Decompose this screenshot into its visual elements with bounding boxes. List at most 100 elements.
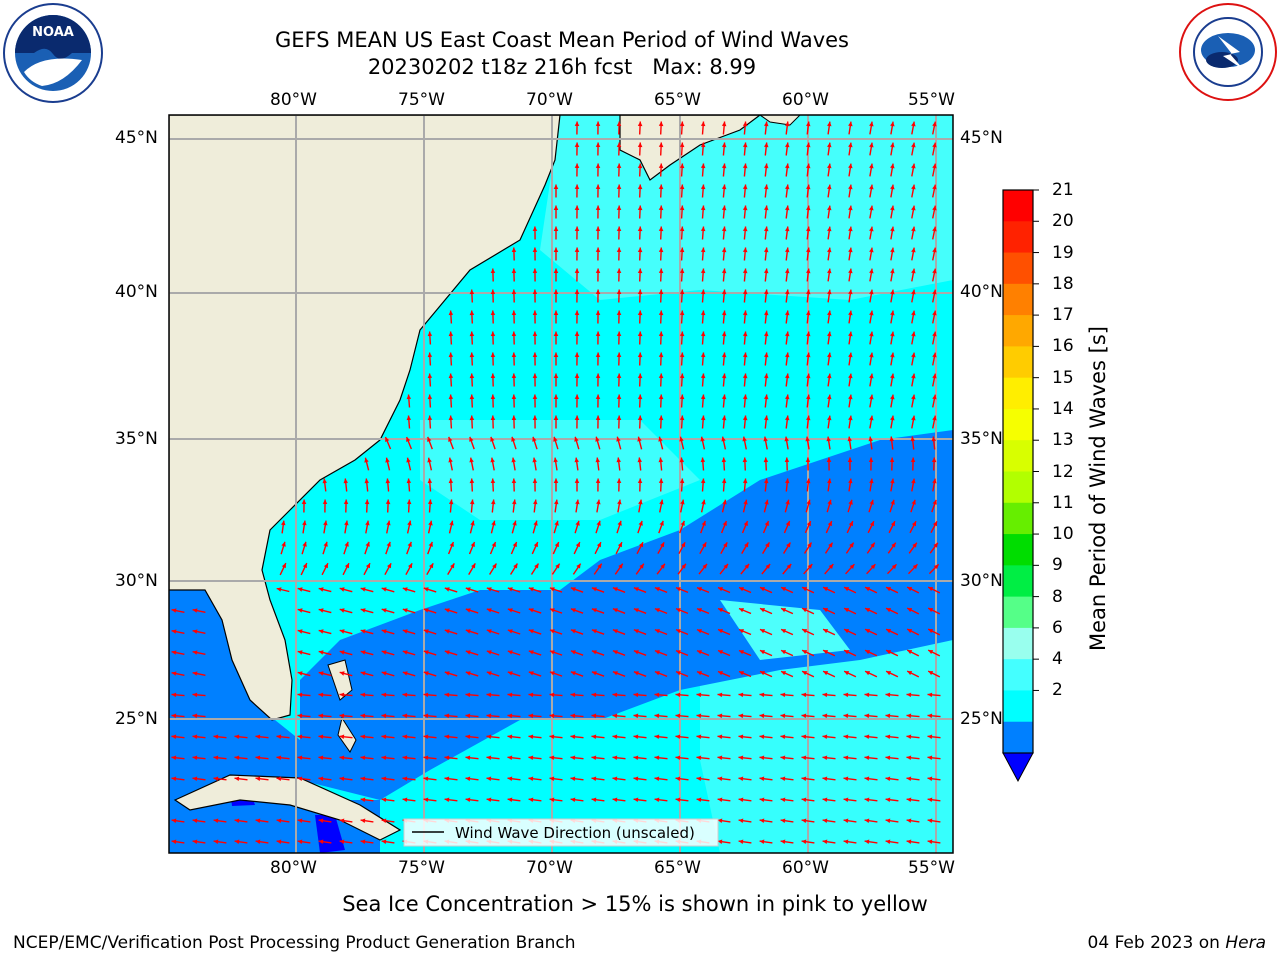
wave-arrow-head — [596, 520, 601, 526]
wave-arrow-head — [616, 436, 621, 442]
wave-arrow-head — [637, 247, 643, 253]
wave-arrow-head — [343, 499, 349, 504]
colorbar-segment — [1003, 721, 1033, 754]
wave-arrow-head — [549, 734, 555, 739]
wave-arrow-head — [654, 755, 660, 760]
wave-arrow-head — [700, 415, 706, 421]
wave-arrow-head — [827, 352, 832, 358]
wave-arrow-head — [843, 776, 849, 781]
wave-arrow-head — [406, 415, 412, 421]
wave-arrow-head — [722, 521, 727, 526]
wave-arrow-head — [318, 608, 324, 613]
wave-arrow-head — [658, 121, 664, 127]
plot-title-line1: GEFS MEAN US East Coast Mean Period of W… — [275, 28, 849, 52]
wave-arrow-head — [721, 394, 727, 400]
wave-arrow-head — [827, 121, 832, 127]
wave-arrow-head — [192, 713, 198, 719]
colorbar-tick-label: 4 — [1052, 649, 1063, 670]
wave-arrow-head — [618, 563, 623, 569]
wave-arrow-head — [365, 520, 370, 526]
wave-arrow-head — [344, 520, 349, 526]
wave-arrow-head — [385, 478, 391, 484]
wave-arrow-head — [360, 734, 366, 739]
wave-arrow-head — [911, 478, 916, 484]
wave-arrow-head — [444, 608, 450, 613]
wave-arrow-head — [637, 226, 643, 232]
wave-arrow-head — [448, 457, 453, 463]
wave-arrow-head — [387, 563, 392, 569]
wave-arrow-head — [507, 797, 513, 802]
wave-arrow-head — [402, 734, 408, 739]
wave-arrow-head — [785, 184, 790, 190]
wave-arrow-head — [570, 713, 576, 719]
wave-arrow-head — [885, 755, 891, 760]
wave-arrow-head — [407, 541, 412, 547]
wave-arrow-head — [806, 415, 811, 421]
wave-arrow-head — [612, 608, 618, 613]
wave-arrow-head — [297, 755, 303, 760]
wave-arrow-head — [911, 121, 916, 127]
colorbar-tick-label: 6 — [1052, 617, 1063, 638]
wave-arrow-head — [827, 205, 832, 211]
wave-arrow-head — [171, 818, 177, 823]
wave-arrow-head — [806, 499, 811, 505]
wave-arrow-head — [444, 776, 450, 781]
legend-label: Wind Wave Direction (unscaled) — [455, 824, 695, 842]
wave-arrow-head — [171, 692, 177, 698]
wave-arrow-head — [786, 542, 791, 548]
lon-label-top: 75°W — [398, 90, 445, 110]
wave-arrow-head — [486, 797, 492, 802]
wave-arrow-head — [697, 608, 702, 613]
wave-arrow-head — [718, 650, 723, 655]
wave-arrow-head — [448, 478, 454, 484]
wave-arrow-head — [381, 776, 387, 781]
wave-arrow-head — [931, 457, 937, 463]
wave-arrow-head — [595, 415, 601, 420]
wave-arrow-head — [932, 163, 937, 169]
wave-arrow-head — [213, 734, 219, 739]
wave-arrow-head — [742, 373, 748, 379]
colorbar-tick-label: 19 — [1052, 242, 1074, 263]
wave-arrow-head — [612, 776, 618, 781]
wave-arrow-head — [864, 692, 870, 698]
wave-arrow-head — [700, 457, 706, 463]
wave-arrow-head — [869, 373, 874, 379]
wave-arrow-head — [890, 499, 895, 505]
wave-arrow-head — [844, 671, 850, 676]
wave-arrow-head — [297, 818, 303, 823]
wave-arrow-head — [255, 776, 261, 781]
wave-arrow-head — [574, 373, 580, 378]
wave-arrow-head — [470, 542, 475, 547]
wave-arrow-head — [511, 247, 517, 252]
wave-arrow-head — [822, 818, 828, 823]
colorbar-tick-label: 18 — [1052, 273, 1074, 294]
wave-arrow-head — [339, 755, 345, 760]
wave-arrow-head — [780, 776, 786, 781]
wave-arrow-head — [448, 352, 454, 358]
wave-arrow-head — [785, 415, 790, 421]
wave-arrow-head — [507, 734, 513, 739]
wave-arrow-head — [532, 226, 538, 231]
wave-arrow-head — [360, 692, 366, 698]
wave-arrow-head — [890, 289, 895, 295]
wave-arrow-head — [848, 415, 853, 421]
lon-label-bottom: 65°W — [654, 858, 701, 878]
wave-arrow-head — [612, 692, 618, 698]
wave-arrow-head — [721, 331, 727, 337]
wave-arrow-head — [911, 163, 916, 169]
wave-arrow-head — [616, 205, 622, 210]
wave-arrow-head — [297, 692, 303, 698]
wave-arrow-head — [423, 692, 429, 698]
wave-arrow-head — [828, 542, 833, 548]
wave-arrow-head — [742, 268, 748, 274]
wave-arrow-head — [360, 755, 366, 760]
wave-arrow-head — [490, 268, 496, 273]
wave-arrow-head — [680, 520, 685, 526]
colorbar-segment — [1003, 346, 1033, 379]
wave-arrow-head — [322, 478, 327, 484]
wave-arrow-head — [675, 755, 681, 760]
wave-arrow-head — [742, 394, 748, 400]
wave-arrow-head — [595, 226, 601, 231]
wave-arrow-head — [822, 776, 828, 781]
wave-arrow-head — [827, 373, 832, 379]
